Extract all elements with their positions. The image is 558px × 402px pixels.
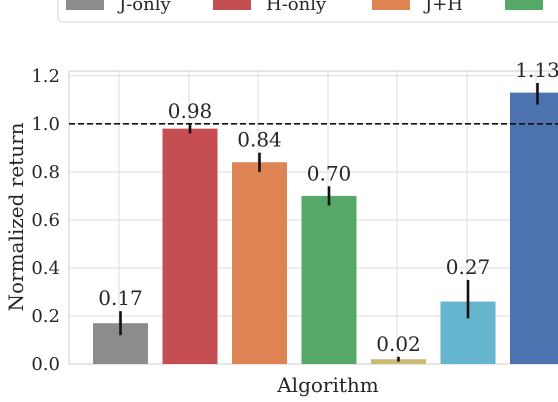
legend-swatch [66,0,104,10]
bar [510,92,558,365]
x-axis-label: Algorithm [276,373,379,397]
y-tick-label: 0.0 [31,354,60,375]
data-label: 0.02 [376,332,421,356]
data-label: 0.70 [307,161,352,185]
legend: J-only H-only J+H [57,0,558,23]
legend-swatch [505,0,543,10]
y-axis: 0.0 0.2 0.4 0.6 0.8 1.0 1.2 [31,66,60,375]
y-tick-label: 1.2 [31,66,60,87]
y-tick-label: 0.8 [31,162,60,183]
data-label: 0.27 [446,255,491,279]
data-label: 0.17 [98,286,143,310]
y-tick-label: 0.2 [31,306,60,327]
data-label: 0.98 [168,99,213,123]
legend-label: J+H [423,0,463,15]
legend-swatch [372,0,410,10]
y-tick-label: 0.4 [31,258,60,279]
bar [301,195,357,364]
bars [93,83,558,365]
y-tick-label: 1.0 [31,114,60,135]
bar [232,162,287,364]
data-label: 0.84 [237,128,282,152]
y-axis-label: Normalized return [4,122,28,311]
data-labels: 0.17 0.98 0.84 0.70 0.02 0.27 1.13 [98,58,558,356]
legend-label: J-only [117,0,171,15]
legend-frame [57,0,558,23]
legend-label: H-only [266,0,327,15]
data-label: 1.13 [515,58,558,82]
y-tick-label: 0.6 [31,210,60,231]
legend-swatch [213,0,251,10]
bar [162,128,218,364]
